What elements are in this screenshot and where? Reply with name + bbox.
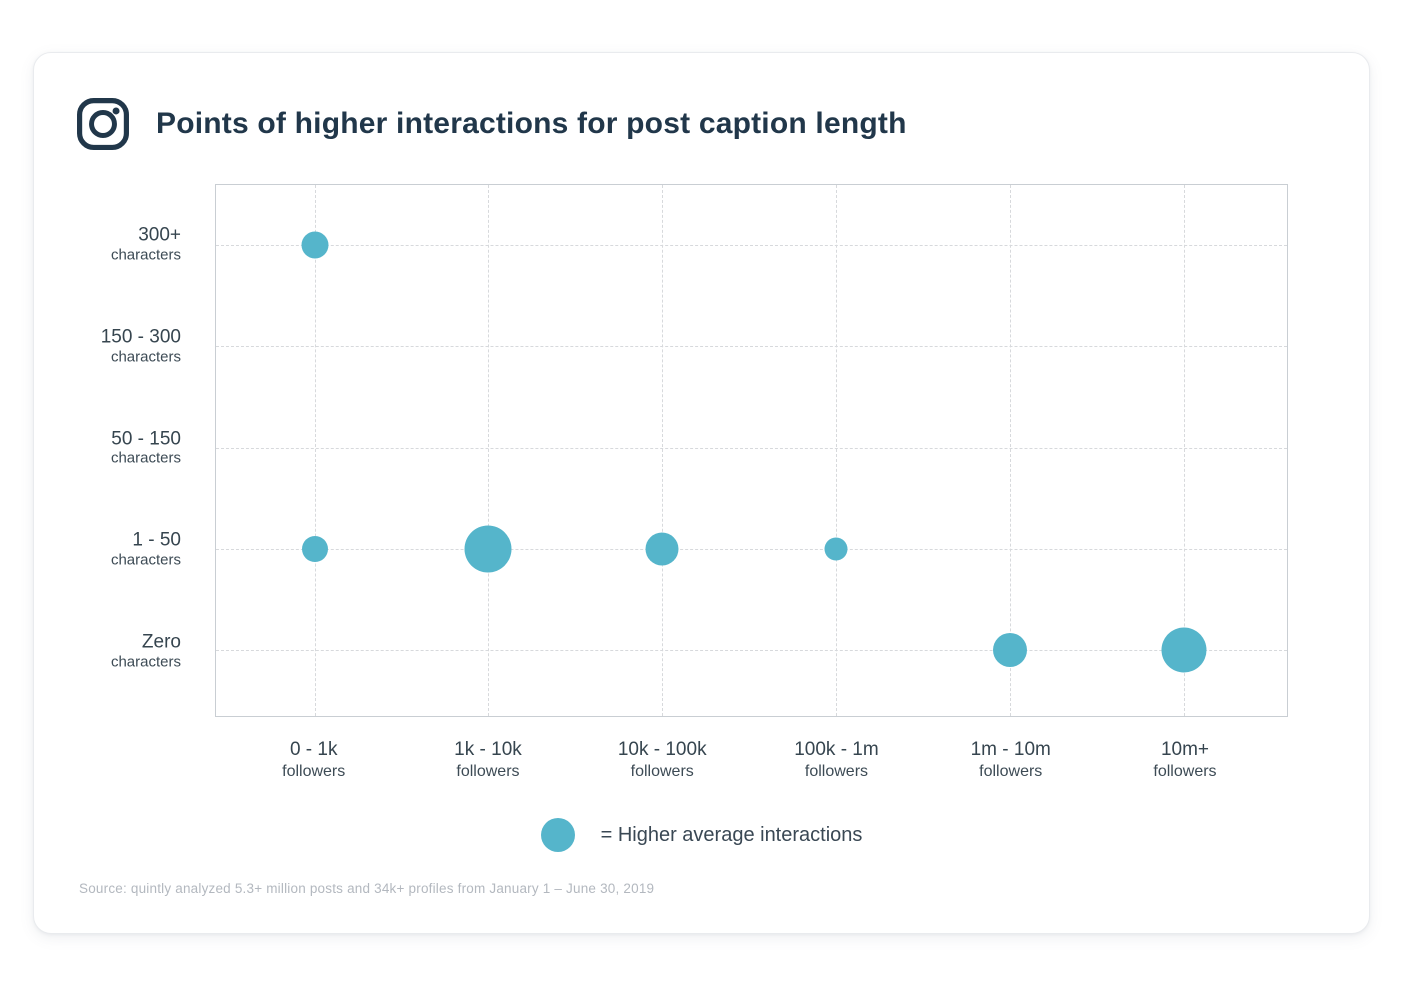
x-axis-label-main: 1m - 10m xyxy=(970,739,1051,760)
y-axis-label-main: 150 - 300 xyxy=(100,326,181,348)
source-note: Source: quintly analyzed 5.3+ million po… xyxy=(79,881,655,896)
x-axis-label-sub: followers xyxy=(1153,762,1217,780)
x-axis-label: 1m - 10m followers xyxy=(921,739,1101,781)
x-axis-label-sub: followers xyxy=(282,762,346,780)
vertical-gridline xyxy=(1184,185,1186,716)
chart-card: Points of higher interactions for post c… xyxy=(33,52,1370,934)
instagram-icon xyxy=(77,98,129,150)
horizontal-gridline xyxy=(216,346,1287,348)
y-axis-label-main: 300+ xyxy=(138,224,181,246)
data-bubble xyxy=(301,231,329,259)
y-axis-label: 50 - 150 characters xyxy=(31,428,181,467)
data-bubble xyxy=(464,525,512,573)
x-axis-label-sub: followers xyxy=(630,762,694,780)
y-axis-label-main: 50 - 150 xyxy=(111,427,181,449)
x-axis-label: 0 - 1k followers xyxy=(224,739,404,781)
legend-bubble-swatch xyxy=(540,818,575,852)
x-axis-label-sub: followers xyxy=(456,762,520,780)
horizontal-gridline xyxy=(216,548,1287,550)
y-axis-label: 300+ characters xyxy=(31,225,181,264)
horizontal-gridline xyxy=(216,447,1287,449)
x-axis-label-main: 100k - 1m xyxy=(794,739,879,760)
data-bubble xyxy=(824,537,848,561)
vertical-gridline xyxy=(836,185,838,716)
y-axis-label-sub: characters xyxy=(110,551,181,569)
vertical-gridline xyxy=(1010,185,1012,716)
y-axis-label-main: Zero xyxy=(141,631,181,653)
x-axis-label: 10k - 100k followers xyxy=(572,739,752,781)
page-title: Points of higher interactions for post c… xyxy=(156,107,907,140)
y-axis-label-sub: characters xyxy=(110,449,181,467)
chart-header: Points of higher interactions for post c… xyxy=(76,97,907,151)
vertical-gridline xyxy=(488,185,490,716)
y-axis-label-sub: characters xyxy=(110,348,181,366)
x-axis-label-main: 1k - 10k xyxy=(454,739,522,760)
x-axis-label-sub: followers xyxy=(804,762,869,780)
data-bubble xyxy=(645,532,679,566)
vertical-gridline xyxy=(662,185,664,716)
x-axis-label-sub: followers xyxy=(979,762,1043,780)
data-bubble xyxy=(301,535,328,562)
y-axis-label-main: 1 - 50 xyxy=(132,529,181,551)
x-axis-label: 1k - 10k followers xyxy=(398,739,578,781)
x-axis-label: 10m+ followers xyxy=(1095,739,1275,781)
x-axis-label-main: 10k - 100k xyxy=(617,739,707,760)
y-axis-label: Zero characters xyxy=(31,631,181,670)
x-axis-label-main: 0 - 1k xyxy=(289,739,338,760)
y-axis-label: 150 - 300 characters xyxy=(31,326,181,365)
y-axis-label-sub: characters xyxy=(110,246,181,264)
horizontal-gridline xyxy=(216,650,1287,652)
horizontal-gridline xyxy=(216,245,1287,246)
data-bubble xyxy=(1161,627,1207,673)
x-axis-label-main: 10m+ xyxy=(1160,739,1210,760)
chart-legend: = Higher average interactions xyxy=(34,818,1369,852)
legend-label: = Higher average interactions xyxy=(600,823,863,846)
y-axis-label-sub: characters xyxy=(110,653,181,671)
data-bubble xyxy=(993,633,1028,668)
plot-area xyxy=(215,184,1288,717)
x-axis-label: 100k - 1m followers xyxy=(746,739,926,781)
y-axis-label: 1 - 50 characters xyxy=(31,530,181,569)
vertical-gridline xyxy=(314,185,316,716)
